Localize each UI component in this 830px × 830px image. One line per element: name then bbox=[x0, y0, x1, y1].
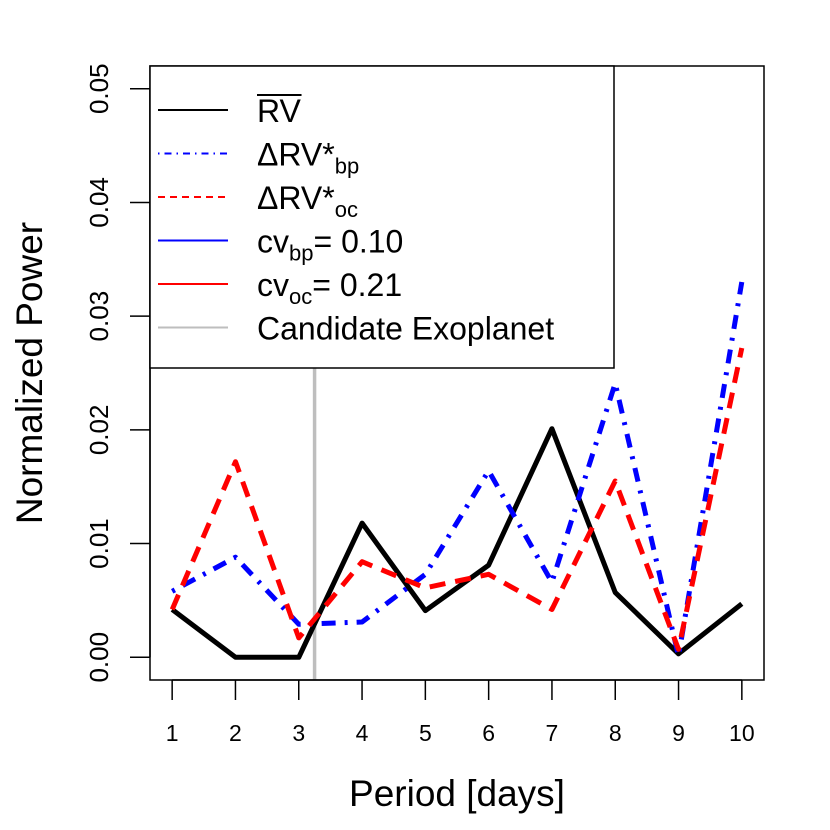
x-axis: 1 2 3 4 5 6 7 8 9 10 bbox=[166, 679, 755, 746]
x-tick-label: 9 bbox=[672, 720, 685, 746]
legend-label-delta-rv-bp: ΔRV*bp bbox=[257, 137, 359, 179]
x-tick-label: 4 bbox=[356, 720, 369, 746]
series-group bbox=[169, 281, 745, 660]
legend-label-candidate-exoplanet: Candidate Exoplanet bbox=[257, 311, 554, 347]
legend-label-cv-oc: cvoc= 0.21 bbox=[257, 267, 402, 309]
legend-label-delta-rv-oc: ΔRV*oc bbox=[257, 180, 358, 222]
legend-label-rv-mean: RV bbox=[257, 93, 302, 129]
x-tick-label: 1 bbox=[166, 720, 179, 746]
x-axis-title: Period [days] bbox=[349, 773, 565, 814]
x-tick-label: 2 bbox=[229, 720, 242, 746]
legend-box bbox=[149, 65, 615, 369]
x-tick-label: 8 bbox=[609, 720, 622, 746]
series-line-delta-rv-oc bbox=[169, 347, 745, 652]
x-tick-label: 6 bbox=[482, 720, 495, 746]
y-tick-label: 0.01 bbox=[84, 518, 114, 569]
series-line-delta-rv-bp bbox=[171, 281, 745, 659]
series-line-rv-mean bbox=[170, 426, 744, 660]
y-axis: 0.00 0.01 0.02 0.03 0.04 0.05 bbox=[84, 63, 151, 683]
x-tick-label: 3 bbox=[292, 720, 305, 746]
x-tick-label: 10 bbox=[729, 720, 755, 746]
y-tick-label: 0.04 bbox=[84, 177, 114, 228]
x-tick-label: 7 bbox=[546, 720, 559, 746]
y-tick-label: 0.02 bbox=[84, 405, 114, 456]
y-axis-title: Normalized Power bbox=[9, 222, 50, 524]
y-tick-label: 0.00 bbox=[84, 632, 114, 683]
y-tick-label: 0.03 bbox=[84, 291, 114, 342]
y-tick-label: 0.05 bbox=[84, 63, 114, 114]
legend-label-cv-bp: cvbp= 0.10 bbox=[257, 224, 403, 266]
x-tick-label: 5 bbox=[419, 720, 432, 746]
